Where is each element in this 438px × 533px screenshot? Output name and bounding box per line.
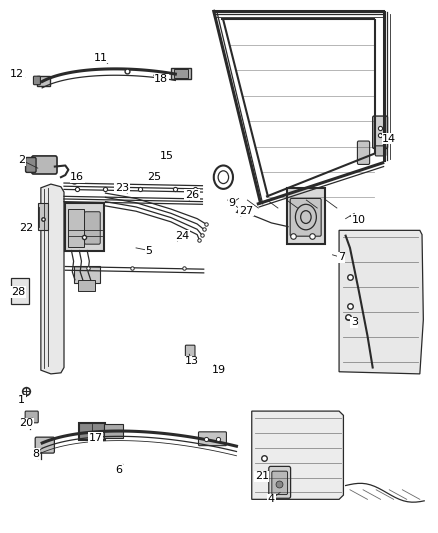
Text: 5: 5 bbox=[146, 246, 152, 255]
Text: 14: 14 bbox=[382, 134, 396, 144]
Text: 25: 25 bbox=[147, 172, 162, 182]
FancyBboxPatch shape bbox=[36, 442, 45, 450]
FancyBboxPatch shape bbox=[68, 208, 84, 247]
FancyBboxPatch shape bbox=[269, 466, 290, 498]
FancyBboxPatch shape bbox=[173, 69, 187, 78]
FancyBboxPatch shape bbox=[375, 146, 386, 156]
Text: 22: 22 bbox=[19, 223, 33, 233]
Text: 18: 18 bbox=[154, 75, 169, 84]
FancyBboxPatch shape bbox=[198, 432, 226, 446]
Text: 4: 4 bbox=[268, 494, 275, 504]
FancyBboxPatch shape bbox=[287, 188, 325, 244]
FancyBboxPatch shape bbox=[104, 424, 124, 438]
Text: 26: 26 bbox=[185, 190, 199, 200]
FancyBboxPatch shape bbox=[25, 158, 36, 172]
Polygon shape bbox=[41, 184, 64, 374]
Text: 21: 21 bbox=[255, 472, 269, 481]
FancyBboxPatch shape bbox=[185, 345, 195, 361]
Text: 1: 1 bbox=[18, 395, 25, 406]
FancyBboxPatch shape bbox=[65, 203, 104, 251]
Text: 2: 2 bbox=[18, 155, 25, 165]
Text: 20: 20 bbox=[19, 418, 33, 429]
Text: 28: 28 bbox=[11, 287, 25, 297]
Polygon shape bbox=[339, 230, 424, 374]
FancyBboxPatch shape bbox=[85, 212, 100, 244]
FancyBboxPatch shape bbox=[32, 156, 57, 174]
Text: 17: 17 bbox=[89, 433, 103, 443]
Text: 13: 13 bbox=[185, 356, 199, 366]
Text: 27: 27 bbox=[239, 206, 253, 216]
FancyBboxPatch shape bbox=[11, 278, 28, 304]
Text: 15: 15 bbox=[159, 151, 173, 161]
Text: 23: 23 bbox=[115, 183, 129, 193]
FancyBboxPatch shape bbox=[79, 423, 105, 440]
Text: 19: 19 bbox=[212, 365, 226, 375]
FancyBboxPatch shape bbox=[25, 411, 38, 423]
Text: 6: 6 bbox=[115, 465, 122, 474]
FancyBboxPatch shape bbox=[37, 76, 50, 86]
FancyBboxPatch shape bbox=[290, 198, 321, 236]
Text: 10: 10 bbox=[352, 215, 366, 225]
Text: 3: 3 bbox=[351, 317, 358, 327]
FancyBboxPatch shape bbox=[357, 141, 370, 165]
Text: 11: 11 bbox=[94, 53, 108, 62]
Text: 8: 8 bbox=[32, 449, 39, 458]
FancyBboxPatch shape bbox=[74, 266, 100, 283]
Text: 7: 7 bbox=[338, 253, 345, 262]
Polygon shape bbox=[252, 411, 343, 499]
FancyBboxPatch shape bbox=[38, 203, 48, 230]
Text: 9: 9 bbox=[229, 198, 236, 208]
FancyBboxPatch shape bbox=[33, 76, 40, 85]
Text: 24: 24 bbox=[175, 231, 189, 241]
FancyBboxPatch shape bbox=[171, 68, 191, 79]
FancyBboxPatch shape bbox=[272, 471, 288, 495]
FancyBboxPatch shape bbox=[78, 280, 95, 291]
Text: 12: 12 bbox=[10, 69, 25, 79]
FancyBboxPatch shape bbox=[373, 116, 388, 149]
FancyBboxPatch shape bbox=[35, 437, 54, 453]
Text: 16: 16 bbox=[70, 172, 84, 182]
